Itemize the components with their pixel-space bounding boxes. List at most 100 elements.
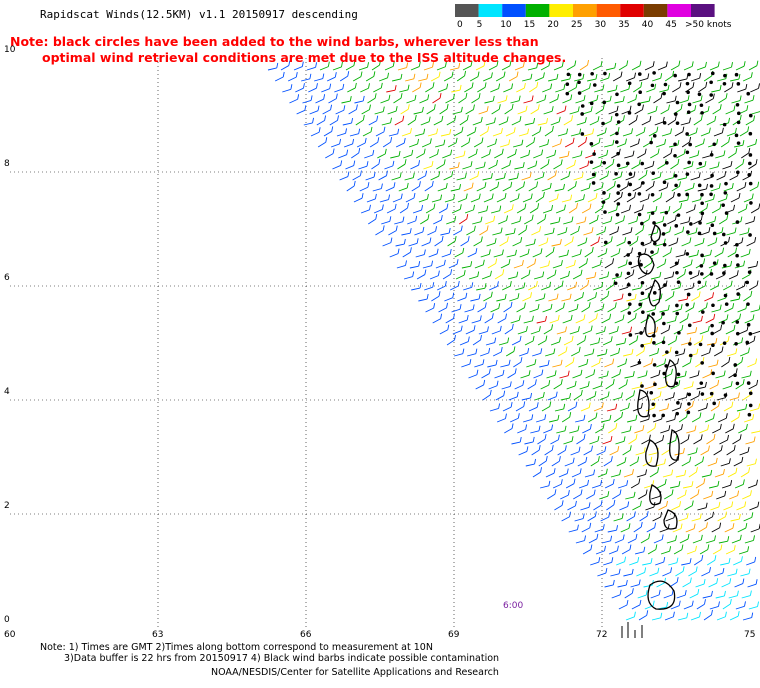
wind-barb <box>695 483 705 489</box>
wind-barb <box>421 142 431 148</box>
wind-barb <box>620 527 630 533</box>
wind-barb <box>398 187 408 192</box>
wind-barb <box>462 165 472 170</box>
wind-barb-flag <box>755 458 757 464</box>
wind-barb <box>557 133 567 137</box>
wind-barb <box>582 549 592 555</box>
quality-circle <box>602 100 607 105</box>
wind-barb-flag <box>418 61 421 67</box>
wind-barb <box>525 243 535 247</box>
wind-barb <box>678 416 687 423</box>
wind-barb-flag <box>435 226 438 232</box>
quality-circle <box>614 140 619 144</box>
quality-circle <box>700 192 704 197</box>
wind-barb-flag <box>596 214 599 221</box>
wind-barb <box>731 100 741 104</box>
wind-barb <box>621 549 631 555</box>
wind-barb <box>690 395 700 401</box>
wind-barb <box>565 483 575 489</box>
wind-barb <box>473 241 482 247</box>
wind-barb <box>492 232 502 236</box>
wind-barb <box>476 287 486 291</box>
wind-barb-flag <box>545 335 548 341</box>
wind-barb-flag <box>708 127 711 133</box>
wind-barb-flag <box>598 337 601 343</box>
wind-barb <box>477 307 486 313</box>
wind-barb-flag <box>626 599 629 606</box>
wind-barb-flag <box>412 172 415 178</box>
wind-barb <box>523 320 533 324</box>
wind-barb <box>660 550 670 555</box>
quality-circle <box>688 353 693 358</box>
quality-circle <box>601 121 605 126</box>
quality-circle <box>673 174 678 178</box>
wind-barb-flag <box>744 182 747 188</box>
wind-barb <box>645 506 655 511</box>
wind-barb-flag <box>680 304 683 310</box>
wind-barb-flag <box>735 148 738 154</box>
quality-circle <box>748 332 753 336</box>
wind-barb <box>667 119 676 126</box>
wind-barb-flag <box>394 85 397 91</box>
wind-barb <box>453 131 463 137</box>
wind-barb <box>617 584 627 588</box>
wind-barb-flag <box>518 315 521 321</box>
wind-barb <box>745 441 755 445</box>
wind-barb-flag <box>680 103 683 110</box>
wind-barb-flag <box>706 203 709 209</box>
wind-barb-flag <box>491 193 494 199</box>
wind-barb <box>546 374 556 379</box>
wind-barb <box>655 243 665 247</box>
wind-barb-flag <box>691 600 694 606</box>
note-line-2: optimal wind retrieval conditions are me… <box>42 50 567 65</box>
wind-barb <box>423 165 433 170</box>
wind-barb <box>723 506 732 511</box>
wind-barb <box>577 141 586 148</box>
wind-barb <box>646 88 655 93</box>
wind-barb <box>606 185 615 192</box>
wind-barb-flag <box>691 500 694 506</box>
wind-barb <box>627 538 637 544</box>
wind-barb <box>492 351 502 357</box>
wind-barb-flag <box>624 556 627 562</box>
quality-circle <box>628 182 633 187</box>
wind-barb-flag <box>576 202 579 209</box>
quality-circle <box>687 402 691 406</box>
wind-barb <box>624 274 634 280</box>
wind-barb-flag <box>693 523 696 529</box>
wind-barb-flag <box>719 304 722 310</box>
wind-barb-flag <box>429 237 432 243</box>
wind-barb <box>717 516 726 522</box>
wind-barb <box>687 232 697 236</box>
wind-barb-flag <box>744 601 746 607</box>
wind-barb <box>651 395 661 401</box>
quality-circle <box>700 361 704 365</box>
wind-barb-flag <box>726 214 729 220</box>
wind-barb-flag <box>606 370 609 376</box>
wind-barb-flag <box>484 302 487 308</box>
map-grid <box>10 58 750 628</box>
wind-barb <box>458 97 467 104</box>
wind-barb <box>614 319 624 324</box>
wind-barb-flag <box>537 304 540 310</box>
colorbar-label: >50 knots <box>685 20 732 30</box>
wind-barb-flag <box>699 513 702 519</box>
wind-barb <box>379 199 389 203</box>
wind-barb <box>701 474 711 478</box>
quality-circle <box>746 322 751 327</box>
wind-barb <box>552 483 562 489</box>
wind-barb <box>615 342 625 346</box>
wind-barb-flag <box>507 337 510 343</box>
quality-circle <box>710 223 715 228</box>
wind-barb-flag <box>624 457 627 463</box>
wind-barb <box>386 208 396 214</box>
wind-barb <box>745 340 755 346</box>
wind-barb-flag <box>406 182 409 189</box>
wind-barb <box>410 66 420 71</box>
wind-barb <box>528 285 537 291</box>
wind-barb-flag <box>702 138 705 144</box>
wind-barb-flag <box>625 358 628 364</box>
wind-barb <box>618 604 628 610</box>
wind-barb-flag <box>480 236 483 242</box>
footer-note-1: Note: 1) Times are GMT 2)Times along bot… <box>40 642 433 653</box>
